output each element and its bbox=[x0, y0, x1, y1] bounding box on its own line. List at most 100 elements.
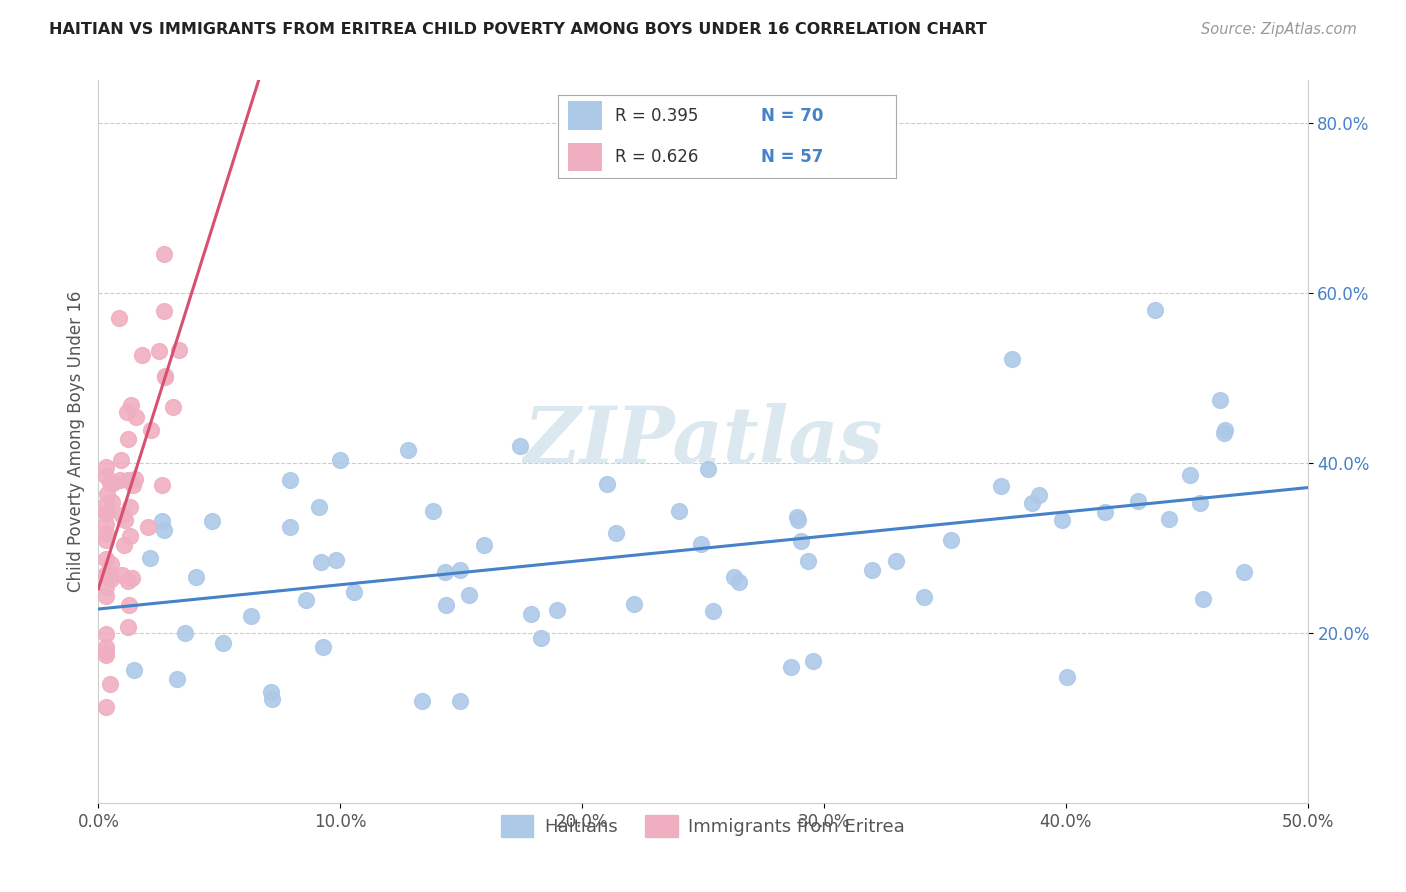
Point bbox=[211, 636, 233, 650]
Text: Source: ZipAtlas.com: Source: ZipAtlas.com bbox=[1201, 22, 1357, 37]
Point bbox=[1021, 495, 1043, 509]
Point bbox=[262, 692, 284, 706]
Point bbox=[122, 663, 145, 677]
Point bbox=[167, 343, 190, 358]
Point bbox=[790, 534, 813, 549]
Point bbox=[121, 571, 143, 585]
Point bbox=[702, 604, 724, 618]
Point bbox=[1128, 494, 1150, 508]
Point bbox=[422, 503, 444, 517]
Point bbox=[136, 520, 159, 534]
Point bbox=[309, 555, 332, 569]
Point bbox=[780, 660, 803, 674]
Point bbox=[411, 694, 433, 708]
Point bbox=[1056, 670, 1078, 684]
Point bbox=[1028, 488, 1050, 502]
Point bbox=[110, 508, 132, 523]
Point bbox=[118, 598, 141, 612]
Point bbox=[912, 590, 935, 604]
Point bbox=[595, 477, 617, 491]
Point bbox=[94, 506, 117, 520]
Point bbox=[98, 676, 121, 690]
Point bbox=[605, 526, 627, 541]
Point bbox=[472, 538, 495, 552]
Point bbox=[449, 563, 471, 577]
Point bbox=[1178, 468, 1201, 483]
Point bbox=[94, 552, 117, 566]
Point bbox=[108, 311, 131, 326]
Text: HAITIAN VS IMMIGRANTS FROM ERITREA CHILD POVERTY AMONG BOYS UNDER 16 CORRELATION: HAITIAN VS IMMIGRANTS FROM ERITREA CHILD… bbox=[49, 22, 987, 37]
Point bbox=[941, 533, 963, 547]
Point bbox=[100, 572, 122, 586]
Point bbox=[786, 510, 808, 524]
Point bbox=[96, 645, 118, 659]
Point bbox=[94, 648, 117, 663]
Point bbox=[1213, 423, 1236, 437]
Point bbox=[278, 519, 301, 533]
Point bbox=[110, 473, 132, 487]
Legend: Haitians, Immigrants from Eritrea: Haitians, Immigrants from Eritrea bbox=[494, 808, 912, 845]
Point bbox=[201, 514, 224, 528]
Y-axis label: Child Poverty Among Boys Under 16: Child Poverty Among Boys Under 16 bbox=[66, 291, 84, 592]
Point bbox=[117, 574, 139, 589]
Point bbox=[990, 479, 1012, 493]
Point bbox=[546, 603, 568, 617]
Point bbox=[174, 626, 197, 640]
Point bbox=[434, 565, 457, 579]
Point bbox=[278, 473, 301, 487]
Point bbox=[98, 567, 121, 582]
Point bbox=[94, 699, 117, 714]
Point bbox=[1159, 512, 1181, 526]
Point bbox=[94, 569, 117, 583]
Point bbox=[150, 478, 173, 492]
Point bbox=[121, 478, 143, 492]
Point bbox=[110, 453, 132, 467]
Point bbox=[1052, 513, 1074, 527]
Point bbox=[100, 475, 122, 490]
Point bbox=[886, 554, 908, 568]
Point bbox=[668, 504, 690, 518]
Point bbox=[1144, 302, 1167, 317]
Point bbox=[117, 405, 139, 419]
Point bbox=[260, 684, 283, 698]
Point bbox=[94, 580, 117, 594]
Point bbox=[457, 589, 479, 603]
Point bbox=[153, 523, 176, 537]
Point bbox=[125, 410, 148, 425]
Point bbox=[111, 567, 134, 582]
Point bbox=[94, 516, 117, 531]
Point bbox=[94, 589, 117, 603]
Point bbox=[727, 574, 749, 589]
Point bbox=[139, 551, 162, 566]
Point bbox=[295, 593, 318, 607]
Point bbox=[1209, 393, 1232, 408]
Point bbox=[148, 344, 170, 359]
Point bbox=[118, 500, 141, 514]
Point bbox=[509, 439, 531, 453]
Point bbox=[325, 553, 347, 567]
Point bbox=[94, 533, 117, 548]
Point bbox=[94, 640, 117, 655]
Point bbox=[1213, 426, 1236, 441]
Point bbox=[101, 475, 124, 490]
Point bbox=[343, 585, 366, 599]
Point bbox=[94, 525, 117, 540]
Point bbox=[139, 423, 162, 437]
Point bbox=[434, 598, 457, 612]
Point bbox=[308, 500, 330, 515]
Point bbox=[124, 473, 146, 487]
Point bbox=[114, 513, 136, 527]
Point bbox=[396, 443, 419, 458]
Point bbox=[1189, 495, 1212, 509]
Point bbox=[153, 304, 176, 318]
Point bbox=[530, 631, 553, 645]
Point bbox=[623, 597, 645, 611]
Point bbox=[117, 474, 139, 488]
Point bbox=[152, 515, 174, 529]
Point bbox=[1001, 352, 1024, 367]
Point bbox=[117, 432, 139, 446]
Point bbox=[94, 506, 117, 520]
Point bbox=[155, 369, 177, 384]
Point bbox=[1094, 505, 1116, 519]
Point bbox=[166, 672, 188, 686]
